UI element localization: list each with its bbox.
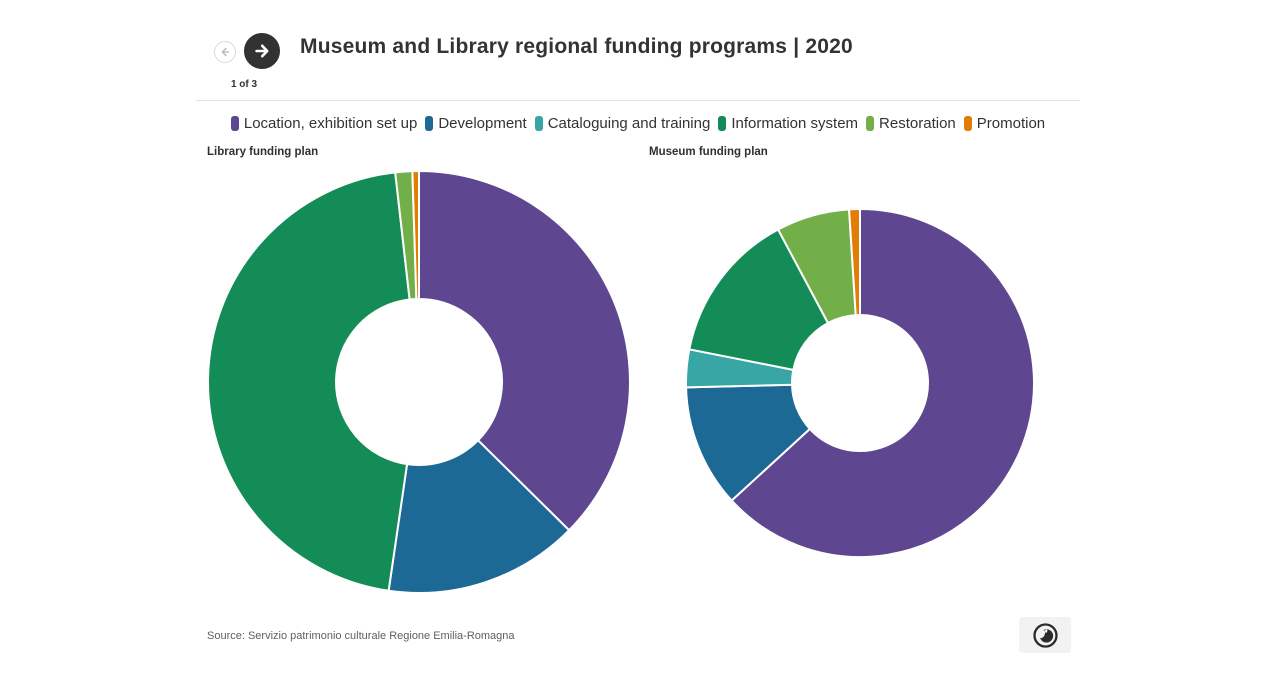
flourish-logo-icon (1032, 622, 1059, 649)
donut-slice-location-exhibition-set-up[interactable] (730, 208, 1035, 558)
flourish-credit-button[interactable] (1019, 617, 1071, 653)
donut-slice-development[interactable] (387, 439, 571, 594)
library-donut-chart (207, 170, 631, 594)
slide-counter: 1 of 3 (230, 79, 258, 90)
arrow-right-icon (253, 42, 271, 60)
donut-slice-promotion[interactable] (411, 170, 420, 301)
prev-slide-button[interactable] (214, 41, 236, 63)
legend-item-cataloguing[interactable]: Cataloguing and training (534, 114, 711, 132)
legend-label: Cataloguing and training (547, 114, 711, 132)
source-note: Source: Servizio patrimonio culturale Re… (207, 630, 515, 642)
legend-swatch-icon (425, 115, 434, 131)
library-chart-title: Library funding plan (207, 146, 319, 158)
header-divider (196, 100, 1080, 101)
legend: Location, exhibition set up Development … (196, 112, 1080, 134)
legend-label: Location, exhibition set up (243, 114, 418, 132)
legend-swatch-icon (718, 115, 727, 131)
donut-slice-promotion[interactable] (848, 208, 861, 317)
legend-item-development[interactable]: Development (425, 114, 527, 132)
next-slide-button[interactable] (242, 31, 282, 71)
legend-item-promotion[interactable]: Promotion (963, 114, 1046, 132)
legend-item-restoration[interactable]: Restoration (866, 115, 956, 132)
page-title: Museum and Library regional funding prog… (300, 35, 853, 58)
legend-label: Restoration (879, 114, 956, 132)
legend-swatch-icon (866, 115, 875, 131)
legend-item-information-system[interactable]: Information system (718, 115, 858, 132)
legend-swatch-icon (230, 115, 239, 131)
legend-swatch-icon (534, 115, 543, 131)
legend-label: Information system (731, 114, 859, 132)
museum-chart-title: Museum funding plan (649, 146, 768, 158)
donut-slice-information-system[interactable] (207, 171, 411, 592)
legend-label: Development (438, 114, 527, 132)
donut-slice-information-system[interactable] (688, 228, 829, 371)
donut-slice-location-exhibition-set-up[interactable] (418, 170, 631, 532)
legend-label: Promotion (976, 114, 1046, 132)
legend-item-location[interactable]: Location, exhibition set up (230, 114, 418, 132)
museum-donut-chart (685, 208, 1035, 558)
legend-swatch-icon (963, 115, 972, 131)
arrow-left-icon (219, 46, 231, 58)
